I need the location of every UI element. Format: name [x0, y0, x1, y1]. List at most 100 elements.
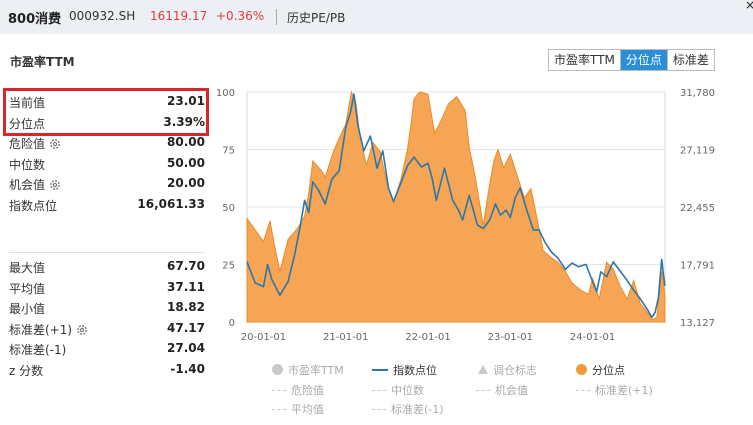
stat-value: 67.70 [167, 259, 205, 273]
stat-value: 20.00 [167, 176, 205, 190]
stat-label: 指数点位 [9, 198, 58, 213]
stats-divider [9, 252, 205, 253]
y-right-tick-label: 31,780 [680, 88, 715, 99]
legend-label: 指数点位 [393, 364, 437, 377]
y-left-tick-label: 0 [229, 318, 235, 329]
legend-label: 中位数 [391, 384, 424, 397]
x-tick-label: 21-01-01 [323, 332, 368, 343]
legend-item[interactable]: 市盈率TTM [272, 362, 344, 378]
dash-marker-icon [372, 390, 386, 391]
stat-row: 机会值 20.00 [9, 174, 205, 194]
stat-row: 最大值 67.70 [9, 257, 205, 277]
legend-label: 分位点 [592, 364, 625, 377]
close-icon[interactable]: × [745, 0, 753, 12]
tab-pe-ttm[interactable]: 市盈率TTM [549, 50, 620, 70]
stat-value: 37.11 [167, 279, 205, 294]
legend-item[interactable]: 中位数 [372, 382, 424, 398]
legend-label: 标准差(-1) [391, 403, 444, 416]
stat-value: -1.40 [170, 361, 205, 376]
gear-icon[interactable] [76, 324, 88, 336]
stat-row: 中位数 50.00 [9, 154, 205, 174]
legend-label: 市盈率TTM [288, 364, 344, 377]
legend-label: 危险值 [291, 384, 324, 397]
index-level-line-series [246, 93, 666, 319]
legend-label: 平均值 [291, 403, 324, 416]
view-tabs: 市盈率TTM 分位点 标准差 [548, 49, 715, 71]
y-right-tick-label: 27,119 [680, 145, 715, 156]
stat-label: 中位数 [9, 157, 46, 172]
legend-item[interactable]: 平均值 [272, 401, 324, 417]
history-pe-pb-link[interactable]: 历史PE/PB [287, 11, 346, 25]
x-tick-label: 20-01-01 [241, 332, 286, 343]
triangle-marker-icon [478, 365, 488, 374]
dash-marker-icon [272, 390, 286, 391]
stat-row: 当前值 23.01 [9, 92, 205, 112]
stat-label: 最大值 [9, 261, 46, 275]
current-value-highlight [3, 88, 209, 136]
y-right-tick-label: 13,127 [680, 318, 715, 329]
stat-value: 47.17 [167, 320, 205, 335]
legend-item[interactable]: 标准差(-1) [372, 401, 444, 417]
dash-marker-icon [476, 390, 490, 391]
y-left-tick-label: 50 [222, 203, 235, 214]
index-price: 16119.17 [150, 9, 208, 23]
stat-row: 分位点 3.39% [9, 113, 205, 133]
stat-label: 分位点 [9, 116, 46, 131]
legend-label: 调仓标志 [493, 364, 537, 377]
stat-value: 50.00 [167, 155, 205, 170]
dot-marker-icon [576, 364, 587, 375]
stat-row: 标准差(+1) 47.17 [9, 319, 205, 339]
stat-row: 标准差(-1) 27.04 [9, 339, 205, 359]
header-bar: 800消费 000932.SH 16119.17 +0.36% 历史PE/PB … [0, 0, 753, 34]
stat-label: 最小值 [9, 302, 46, 316]
stat-value: 3.39% [163, 114, 205, 129]
x-tick-label: 23-01-01 [488, 332, 533, 343]
header-divider [276, 9, 277, 25]
legend-label: 标准差(+1) [595, 384, 653, 397]
legend-label: 机会值 [495, 384, 528, 397]
legend-item[interactable]: 指数点位 [372, 362, 437, 378]
stat-label: 平均值 [9, 281, 46, 296]
gear-icon[interactable] [49, 179, 61, 191]
legend-item[interactable]: 机会值 [476, 382, 528, 398]
stat-value: 27.04 [167, 341, 205, 355]
dash-marker-icon [576, 390, 590, 391]
y-left-tick-label: 75 [222, 146, 235, 157]
legend-item[interactable]: 分位点 [576, 362, 625, 378]
y-right-tick-label: 17,791 [680, 260, 715, 271]
stat-label: 机会值 [9, 176, 61, 193]
y-right-tick-label: 22,455 [680, 203, 715, 214]
y-left-tick-label: 100 [216, 88, 235, 99]
index-change: +0.36% [216, 9, 265, 23]
y-left-tick-label: 25 [222, 261, 235, 272]
stat-row: z 分数 -1.40 [9, 360, 205, 380]
tab-percentile[interactable]: 分位点 [619, 50, 667, 70]
index-code: 000932.SH [69, 9, 136, 23]
dot-marker-icon [272, 364, 283, 375]
stat-value: 80.00 [167, 135, 205, 149]
stat-label: 当前值 [9, 96, 46, 110]
stat-label: 标准差(-1) [9, 343, 67, 357]
stat-row: 指数点位 16,061.33 [9, 195, 205, 215]
stat-value: 18.82 [167, 300, 205, 314]
section-title: 市盈率TTM [10, 55, 75, 69]
stat-label: 标准差(+1) [9, 321, 88, 338]
stat-row: 平均值 37.11 [9, 278, 205, 298]
line-marker-icon [372, 369, 388, 371]
stat-value: 16,061.33 [137, 196, 205, 211]
gear-icon[interactable] [49, 138, 61, 150]
stat-label: z 分数 [9, 363, 44, 378]
stat-row: 最小值 18.82 [9, 298, 205, 318]
legend-item[interactable]: 危险值 [272, 382, 324, 398]
stat-label: 危险值 [9, 135, 61, 152]
x-tick-label: 22-01-01 [405, 332, 450, 343]
dash-marker-icon [272, 409, 286, 410]
legend-item[interactable]: 标准差(+1) [576, 382, 653, 398]
legend-item[interactable]: 调仓标志 [478, 362, 537, 378]
stat-value: 23.01 [167, 94, 205, 108]
tab-std-dev[interactable]: 标准差 [666, 50, 714, 70]
dash-marker-icon [372, 409, 386, 410]
index-name: 800消费 [8, 12, 62, 27]
stat-row: 危险值 80.00 [9, 133, 205, 153]
